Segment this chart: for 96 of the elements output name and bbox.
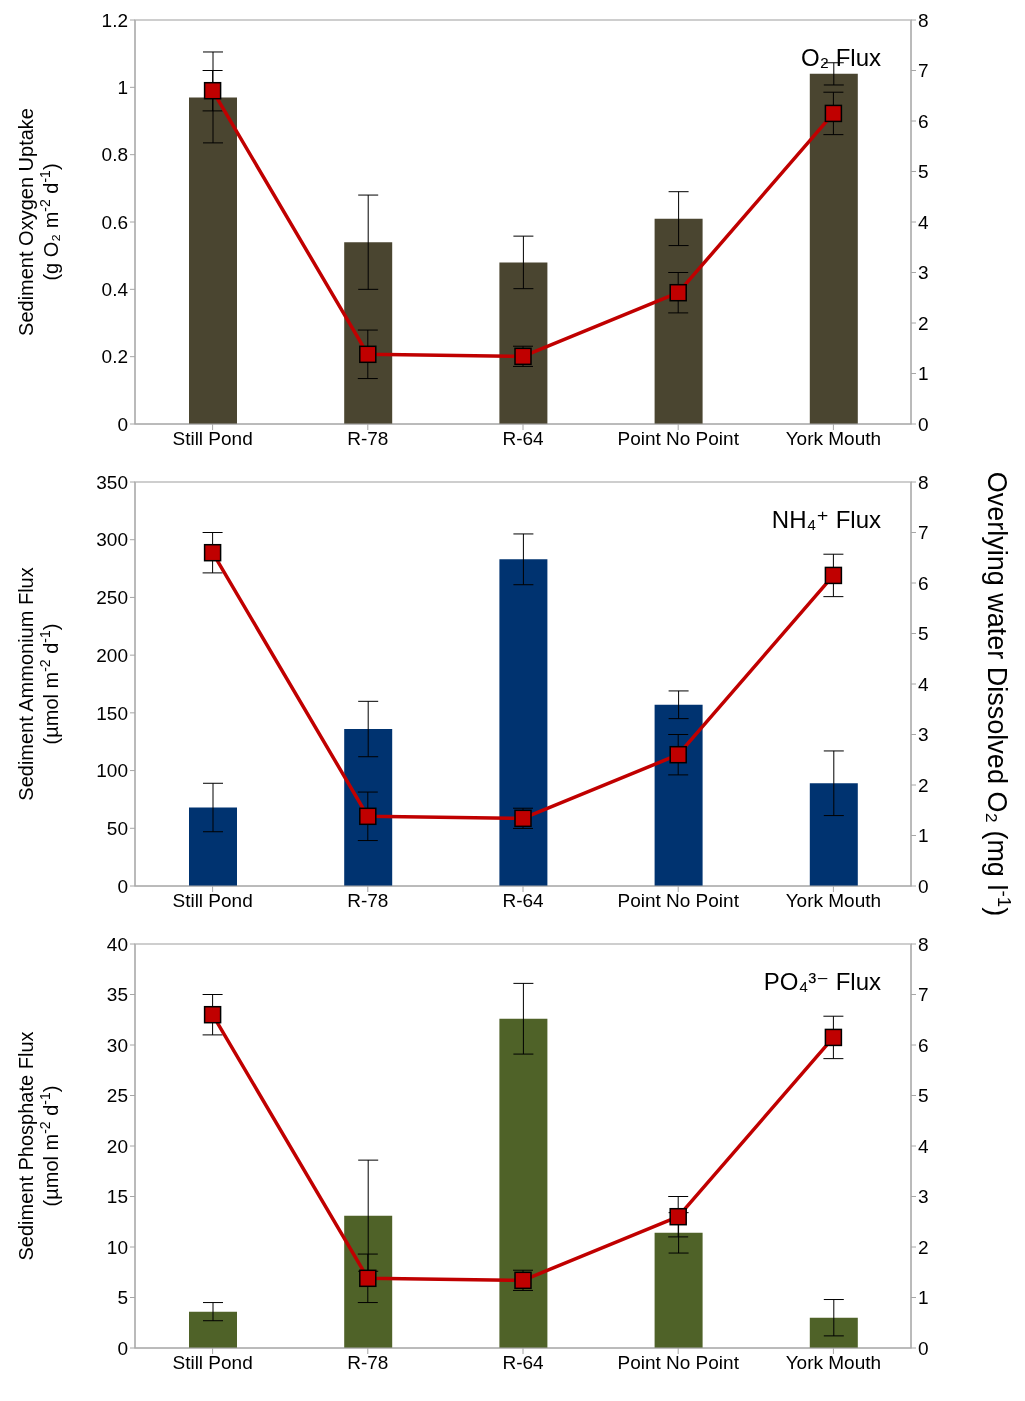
y2-tick-label: 3 [918,724,929,746]
bar [809,783,858,886]
y2-tick-label: 4 [918,211,929,233]
bar [189,1311,237,1348]
y2-tick-label: 3 [918,1186,929,1208]
y2-tick-label: 6 [918,1034,929,1056]
point [203,543,222,562]
x-tick-label: York Mouth [785,1352,882,1374]
bar [499,262,548,424]
x-tick-label: York Mouth [785,428,882,450]
y-tick-label: 1 [117,77,128,99]
point [669,1207,687,1226]
y2-tick-label: 5 [918,623,929,645]
bar [344,1215,393,1348]
y2-tick-label: 1 [918,1287,929,1309]
bar [499,559,548,886]
y-tick-label: 5 [117,1287,128,1309]
y2-tick-label: 2 [918,312,929,334]
y-tick-label: 250 [96,587,128,609]
x-tick-label: Still Pond [172,428,253,450]
y-tick-label: 0.2 [101,346,128,368]
y2-tick-label: 0 [918,875,929,897]
y2-tick-label: 7 [918,60,929,82]
bar [809,1317,858,1348]
y2-tick-label: 0 [918,1337,929,1359]
x-tick-label: R-78 [347,1352,389,1374]
point [669,745,687,764]
bar [344,729,393,886]
y2-tick-label: 7 [918,522,929,544]
x-tick-label: Still Pond [172,890,253,912]
y-tick-label: 1.2 [101,9,128,31]
y-tick-label: 0.6 [101,211,128,233]
y2-tick-label: 7 [918,984,929,1006]
y2-tick-label: 2 [918,774,929,796]
point [824,1028,843,1047]
point [203,81,222,100]
x-tick-label: Point No Point [617,1352,740,1374]
y-tick-label: 10 [106,1236,128,1258]
y2-tick-label: 8 [918,933,929,955]
bar [189,97,237,424]
y-tick-label: 50 [106,818,128,840]
bar [344,242,393,424]
x-tick-label: R-78 [347,890,389,912]
y-tick-label: 25 [106,1085,128,1107]
point [824,566,843,585]
x-tick-label: R-64 [502,1352,545,1374]
y2-tick-label: 6 [918,110,929,132]
y-tick-label: 150 [96,702,128,724]
x-tick-label: Still Pond [172,1352,253,1374]
point [203,1005,222,1024]
y-tick-label: 300 [96,529,128,551]
x-tick-label: Point No Point [617,428,740,450]
text: NH₄⁺ Flux [771,506,881,534]
y-tick-label: 0.4 [101,279,129,301]
y-tick-label: 40 [106,933,128,955]
x-tick-label: R-64 [502,890,545,912]
y-tick-label: 0.8 [101,144,128,166]
y-tick-label: 350 [96,471,128,493]
x-tick-label: York Mouth [785,890,882,912]
y2-tick-label: 5 [918,1085,929,1107]
y2-tick-label: 8 [918,471,929,493]
y-tick-label: 15 [106,1186,128,1208]
bar [189,807,237,886]
y2-tick-label: 4 [918,673,929,695]
x-tick-label: R-64 [502,428,545,450]
point [359,807,377,826]
y2-tick-label: 5 [918,161,929,183]
text: PO₄³⁻ Flux [763,968,881,996]
y-tick-label: 0 [117,413,128,435]
y-tick-label: 30 [106,1034,128,1056]
y-tick-label: 20 [106,1135,128,1157]
y2-tick-label: 1 [918,363,929,385]
y2-tick-label: 1 [918,825,929,847]
bar [654,218,703,424]
y-tick-label: 0 [117,1337,128,1359]
bar [809,73,858,424]
y-tick-label: 0 [117,875,128,897]
point [669,283,687,302]
point [824,104,843,123]
x-tick-label: R-78 [347,428,389,450]
x-tick-label: Point No Point [617,890,740,912]
text: O₂ Flux [801,44,881,72]
point [359,1269,377,1288]
y-tick-label: 35 [106,984,128,1006]
y-tick-label: 200 [96,644,128,666]
y2-tick-label: 3 [918,262,929,284]
y2-tick-label: 2 [918,1236,929,1258]
y2-tick-label: 4 [918,1135,929,1157]
bar [654,704,703,886]
y2-tick-label: 8 [918,9,929,31]
y2-tick-label: 0 [918,413,929,435]
y-tick-label: 100 [96,760,128,782]
y2-tick-label: 6 [918,572,929,594]
bar [654,1232,703,1348]
point [359,345,377,364]
bar [499,1018,548,1348]
